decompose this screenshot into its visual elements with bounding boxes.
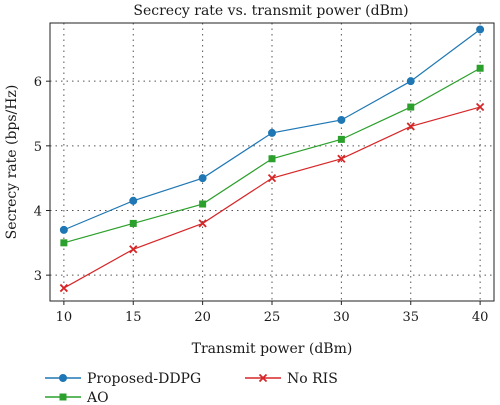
data-point — [407, 103, 415, 111]
legend-label: AO — [86, 390, 109, 405]
legend-entry: Proposed-DDPG — [45, 371, 201, 387]
series-proposed-ddpg — [59, 25, 485, 234]
x-tick-label: 30 — [333, 310, 350, 325]
x-tick-label: 40 — [472, 310, 489, 325]
data-point — [475, 102, 485, 112]
series-ao — [60, 64, 484, 247]
data-point — [129, 196, 138, 205]
legend-entry: AO — [45, 390, 109, 405]
data-point — [406, 122, 415, 131]
legend-label: No RIS — [287, 371, 338, 387]
legend: Proposed-DDPG AO No RIS — [45, 371, 338, 405]
data-point — [198, 219, 207, 228]
x-axis-label: Transmit power (dBm) — [192, 341, 353, 357]
x-tick-label: 25 — [264, 310, 281, 325]
chart-title: Secrecy rate vs. transmit power (dBm) — [133, 3, 408, 19]
data-point — [129, 219, 137, 227]
y-tick-label: 6 — [34, 75, 42, 90]
data-point — [60, 239, 68, 247]
data-point — [337, 154, 346, 163]
data-point — [476, 25, 485, 34]
legend-marker — [59, 374, 67, 382]
data-point — [337, 115, 346, 124]
y-tick-label: 3 — [34, 269, 42, 284]
data-point — [267, 174, 277, 183]
x-tick-label: 20 — [194, 310, 211, 325]
legend-entry: No RIS — [245, 371, 338, 387]
data-point — [198, 174, 207, 183]
y-tick-label: 5 — [34, 140, 42, 155]
series-layer — [59, 25, 485, 293]
x-tick-label: 35 — [402, 310, 419, 325]
data-point — [268, 128, 276, 137]
data-point — [406, 77, 415, 86]
data-point — [199, 200, 207, 208]
legend-label: Proposed-DDPG — [87, 371, 201, 387]
series-no-ris — [59, 102, 485, 293]
data-point — [337, 135, 345, 143]
data-point — [476, 64, 484, 72]
y-tick-label: 4 — [34, 204, 42, 219]
data-point — [59, 283, 69, 293]
x-tick-label: 15 — [125, 310, 142, 325]
axis-ticks: 10 15 20 25 30 35 40 3 4 5 6 — [34, 75, 489, 325]
data-point — [268, 155, 276, 163]
y-axis-label: Secrecy rate (bps/Hz) — [4, 85, 20, 240]
legend-marker — [59, 393, 67, 401]
data-point — [59, 225, 68, 234]
data-point — [129, 245, 138, 254]
legend-marker — [258, 373, 268, 383]
x-tick-label: 10 — [56, 310, 73, 325]
